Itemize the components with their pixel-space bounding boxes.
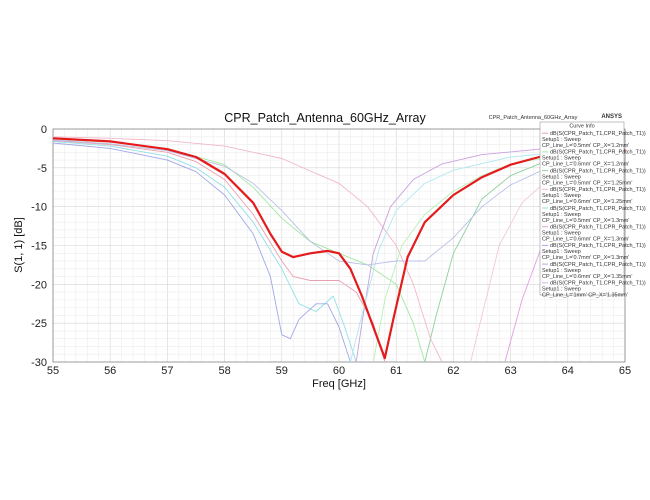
- series-line: [53, 140, 386, 362]
- y-axis-label: S(1, 1) [dB]: [13, 217, 25, 273]
- legend-entry-line1: dB(S(CPR_Patch_T1,CPR_Patch_T1)): [550, 206, 646, 212]
- legend-entry-line1: dB(S(CPR_Patch_T1,CPR_Patch_T1)): [550, 168, 646, 174]
- y-tick-label: -20: [31, 279, 47, 291]
- legend-entry-line2: Setup1 : Sweep: [542, 268, 581, 274]
- x-tick-label: 56: [104, 365, 116, 377]
- x-tick-label: 62: [447, 365, 459, 377]
- legend-entry-line1: dB(S(CPR_Patch_T1,CPR_Patch_T1)): [550, 243, 646, 249]
- legend-entry-line1: dB(S(CPR_Patch_T1,CPR_Patch_T1)): [550, 281, 646, 287]
- y-tick-label: -10: [31, 202, 47, 214]
- grid: [52, 128, 626, 363]
- legend: Curve Info dB(S(CPR_Patch_T1,CPR_Patch_T…: [539, 121, 646, 299]
- brand-label: ANSYS: [601, 114, 622, 120]
- series-line: [53, 142, 351, 362]
- y-tick-label: -15: [31, 241, 47, 253]
- x-tick-label: 64: [562, 365, 574, 377]
- plot-frame: [52, 128, 626, 363]
- legend-entry-line1: dB(S(CPR_Patch_T1,CPR_Patch_T1)): [550, 131, 646, 137]
- series-line: [53, 136, 443, 362]
- legend-entry-line3: CP_Line_L='1mm' CP_X='1.35mm': [542, 293, 628, 299]
- x-tick-label: 55: [47, 365, 59, 377]
- series-line: [53, 140, 357, 362]
- legend-entry-line3: CP_Line_L='0.5mm' CP_X='1.25mm': [542, 180, 632, 186]
- legend-entry-line2: Setup1 : Sweep: [542, 287, 581, 293]
- legend-entry-line3: CP_Line_L='0.6mm' CP_X='1.3mm': [542, 237, 629, 243]
- legend-entry-line3: CP_Line_L='0.5mm' CP_X='1.2mm': [542, 143, 629, 149]
- x-tick-label: 60: [333, 365, 345, 377]
- legend-entry-line2: Setup1 : Sweep: [542, 174, 581, 180]
- x-tick-label: 59: [276, 365, 288, 377]
- legend-entry-line1: dB(S(CPR_Patch_T1,CPR_Patch_T1)): [550, 187, 646, 193]
- legend-entry-line2: Setup1 : Sweep: [542, 137, 581, 143]
- x-tick-label: 65: [619, 365, 631, 377]
- legend-entry-line1: dB(S(CPR_Patch_T1,CPR_Patch_T1)): [550, 150, 646, 156]
- y-tick-label: -5: [37, 163, 47, 175]
- legend-entry-line1: dB(S(CPR_Patch_T1,CPR_Patch_T1)): [550, 225, 646, 231]
- legend-entry-line3: CP_Line_L='0.6mm' CP_X='1.35mm': [542, 274, 632, 280]
- legend-entry-line3: CP_Line_L='0.6mm' CP_X='1.25mm': [542, 199, 632, 205]
- legend-entry-line2: Setup1 : Sweep: [542, 212, 581, 218]
- y-tick-label: 0: [41, 124, 47, 136]
- legend-entry-line3: CP_Line_L='0.6mm' CP_X='1.2mm': [542, 162, 629, 168]
- series-line: [53, 139, 625, 266]
- x-tick-label: 58: [218, 365, 230, 377]
- legend-entry-line2: Setup1 : Sweep: [542, 249, 581, 255]
- x-tick-labels: 55 56 57 58 59 60 61 62 63 64 65: [47, 365, 631, 377]
- legend-entry-line3: CP_Line_L='0.5mm' CP_X='1.3mm': [542, 218, 629, 224]
- y-tick-labels: 0 -5 -10 -15 -20 -25 -30: [31, 124, 47, 369]
- y-tick-label: -25: [31, 318, 47, 330]
- x-axis-label: Freq [GHz]: [312, 378, 366, 390]
- series-line-highlighted: [53, 137, 625, 360]
- legend-header: Curve Info: [569, 124, 594, 130]
- legend-entry-line3: CP_Line_L='0.7mm' CP_X='1.3mm': [542, 255, 629, 261]
- x-tick-label: 61: [390, 365, 402, 377]
- legend-box: [539, 121, 625, 296]
- series-layer: [53, 136, 625, 362]
- legend-entry-line1: dB(S(CPR_Patch_T1,CPR_Patch_T1)): [550, 262, 646, 268]
- corner-title: CPR_Patch_Antenna_60GHz_Array: [489, 115, 578, 121]
- legend-entry-line2: Setup1 : Sweep: [542, 231, 581, 237]
- legend-entries: dB(S(CPR_Patch_T1,CPR_Patch_T1))Setup1 :…: [542, 131, 646, 299]
- chart-title: CPR_Patch_Antenna_60GHz_Array: [224, 111, 426, 125]
- x-tick-label: 63: [504, 365, 516, 377]
- y-tick-label: -30: [31, 357, 47, 369]
- legend-entry-line2: Setup1 : Sweep: [542, 156, 581, 162]
- x-tick-label: 57: [161, 365, 173, 377]
- legend-entry-line2: Setup1 : Sweep: [542, 193, 581, 199]
